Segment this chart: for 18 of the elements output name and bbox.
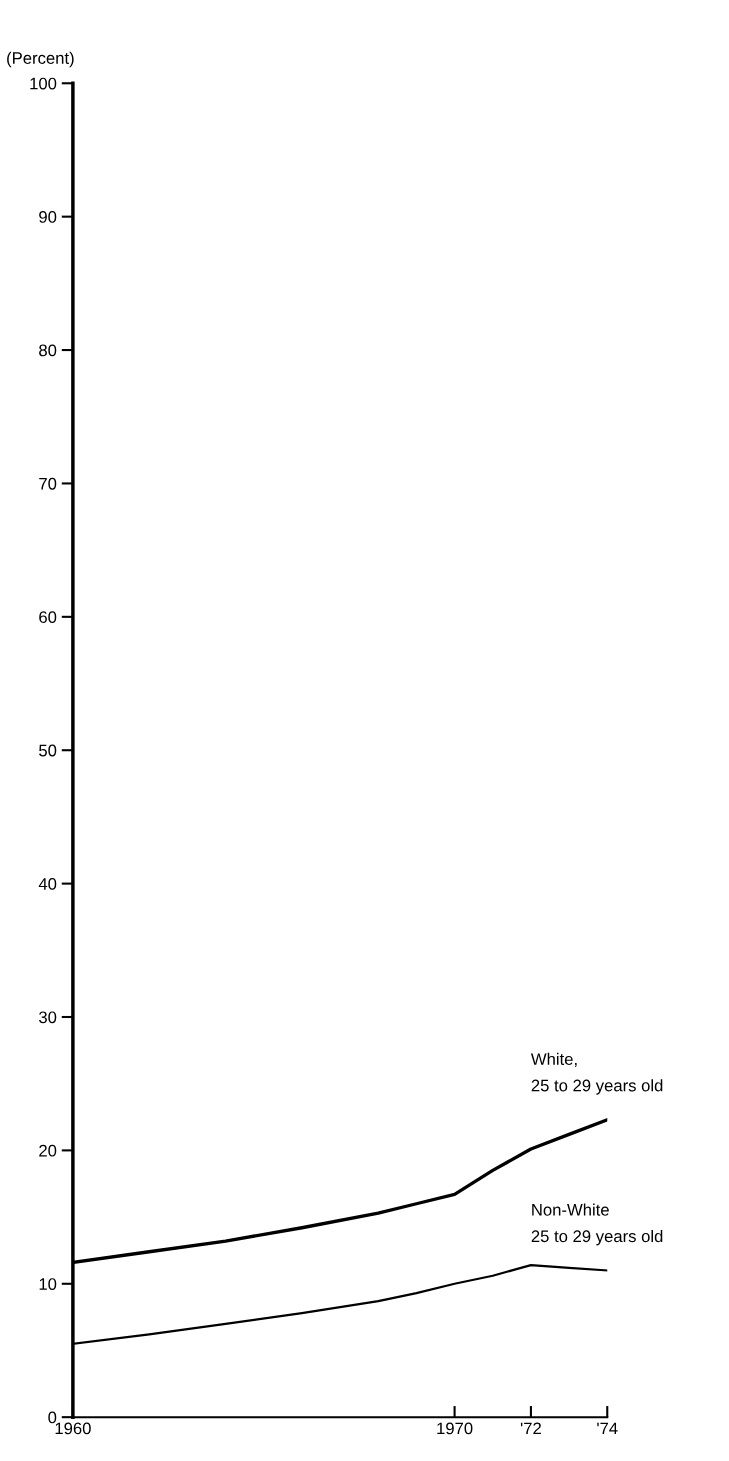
y-tick-label: 80 (39, 344, 57, 357)
x-tick-label: '72 (520, 1422, 541, 1435)
y-tick-label: 90 (39, 211, 57, 223)
text: White, 25 to 29 years old (530, 1052, 663, 1095)
y-tick-label: 40 (38, 878, 57, 890)
series-label: Non-White 25 to 29 years old (531, 1203, 663, 1246)
y-tick-label: 100 (30, 77, 57, 90)
x-tick-label: 1970 (437, 1422, 473, 1435)
y-tick-label: 60 (39, 611, 57, 624)
y-tick-label: 10 (39, 1278, 57, 1290)
y-tick-label: 20 (39, 1144, 57, 1157)
y-axis-title: (Percent) (7, 51, 74, 68)
y-tick-label: 50 (39, 744, 57, 757)
x-tick-label: 1960 (55, 1422, 91, 1435)
y-tick-label: 30 (39, 1011, 57, 1024)
x-tick-label: '74 (597, 1422, 618, 1435)
y-tick-label: 0 (48, 1411, 57, 1424)
y-tick-label: 70 (39, 477, 57, 490)
